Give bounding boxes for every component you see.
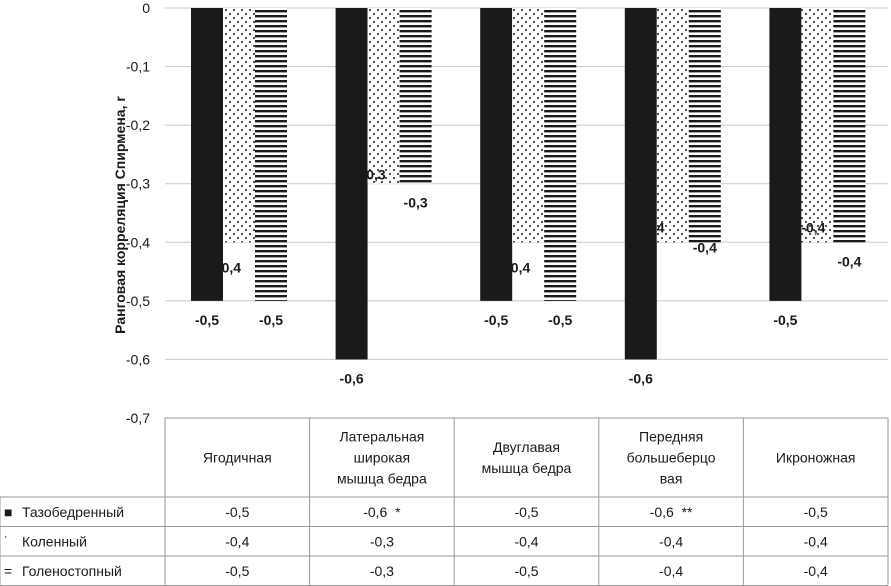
y-tick-label: -0,7: [126, 410, 150, 426]
x-category-label: Ягодичная: [203, 450, 272, 466]
bar-data-label: -0,4: [506, 259, 530, 275]
bar-data-label: -0,5: [548, 312, 572, 328]
y-axis-ticks: 0 -0,1 -0,2 -0,3 -0,4 -0,5 -0,6 -0,7: [126, 0, 150, 426]
x-category-label: Икроножная: [776, 450, 856, 466]
bar-hip: [335, 8, 368, 360]
legend-series-name: Тазобедренный: [22, 504, 124, 520]
bar-data-label: -0,3: [362, 167, 386, 183]
table-cell-value: -0,4: [804, 533, 828, 549]
table-cell-value: -0,4: [804, 563, 828, 579]
y-tick-label: -0,2: [126, 117, 150, 133]
bar-data-label: -0,4: [837, 253, 861, 269]
bar-knee: [512, 8, 545, 243]
bar-data-label: -0,4: [801, 219, 825, 235]
x-category-label: Передняя большеберцо вая: [627, 429, 716, 487]
table-cell-value: -0,3: [370, 533, 394, 549]
x-category-label: Латеральная широкая мышца бедра: [337, 429, 427, 487]
table-cell-value: -0,6 **: [650, 504, 693, 520]
legend-series-name: Голеностопный: [22, 563, 122, 579]
bar-data-label: -0,4: [693, 239, 717, 255]
table-cell-value: -0,4: [659, 563, 683, 579]
legend-symbol-icon: =: [4, 563, 12, 579]
table-cell-value: -0,4: [659, 533, 683, 549]
legend-series-name: Коленный: [22, 533, 87, 549]
y-tick-label: -0,4: [126, 234, 150, 250]
bar-knee: [367, 8, 400, 184]
bar-data-label: -0,6: [340, 370, 364, 386]
table-cell-value: -0,4: [225, 533, 249, 549]
bar-hip: [191, 8, 223, 301]
y-tick-label: 0: [142, 0, 150, 16]
data-table: Ягодичная Латеральная широкая мышца бедра Дв…: [0, 417, 889, 586]
y-axis-title-group: Ранговая корреляция Спирмена, r: [112, 96, 128, 334]
bar-data-label: -0,4: [217, 259, 241, 275]
y-tick-label: -0,6: [126, 351, 150, 367]
table-cell-value: -0,4: [514, 533, 538, 549]
bar-ankle: [544, 8, 577, 301]
table-cell-value: -0,5: [514, 504, 538, 520]
y-tick-label: -0,5: [126, 293, 150, 309]
table-cell-value: -0,6 *: [363, 504, 401, 520]
bars: [191, 8, 866, 360]
bar-data-label: -0,5: [259, 312, 283, 328]
table-cell-value: -0,3: [370, 563, 394, 579]
bar-ankle: [399, 8, 432, 184]
bar-data-label: -0,3: [404, 195, 428, 211]
bar-ankle: [255, 8, 287, 301]
y-tick-label: -0,3: [126, 176, 150, 192]
bar-knee: [801, 8, 834, 243]
x-category-label: Двуглавая мышца бедра: [482, 439, 572, 476]
y-tick-label: -0,1: [126, 59, 150, 75]
y-axis-title: Ранговая корреляция Спирмена, r: [112, 96, 128, 334]
table-cell-value: -0,5: [225, 563, 249, 579]
bar-hip: [480, 8, 513, 301]
bar-ankle: [833, 8, 866, 243]
table-cell-value: -0,5: [804, 504, 828, 520]
bar-hip: [624, 8, 657, 360]
bar-hip: [769, 8, 802, 301]
legend-symbol-icon: ■: [4, 504, 12, 520]
bar-knee: [223, 8, 255, 243]
table-cell-value: -0,5: [514, 563, 538, 579]
bar-data-label: -0,5: [773, 312, 797, 328]
legend-symbol-icon: ˙: [4, 533, 9, 549]
bar-knee: [656, 8, 689, 243]
bar-data-label: -0,5: [484, 312, 508, 328]
bar-data-label: -0,6: [629, 370, 653, 386]
table-cell-value: -0,5: [225, 504, 249, 520]
bar-data-label: 0,4: [645, 219, 665, 235]
bar-data-labels: -0,5 -0,4 -0,5 -0,6 -0,3 -0,3 -0,5 -0,4 -0,5 -0,6…: [195, 167, 862, 387]
bar-ankle: [688, 8, 721, 243]
bar-data-label: -0,5: [195, 312, 219, 328]
